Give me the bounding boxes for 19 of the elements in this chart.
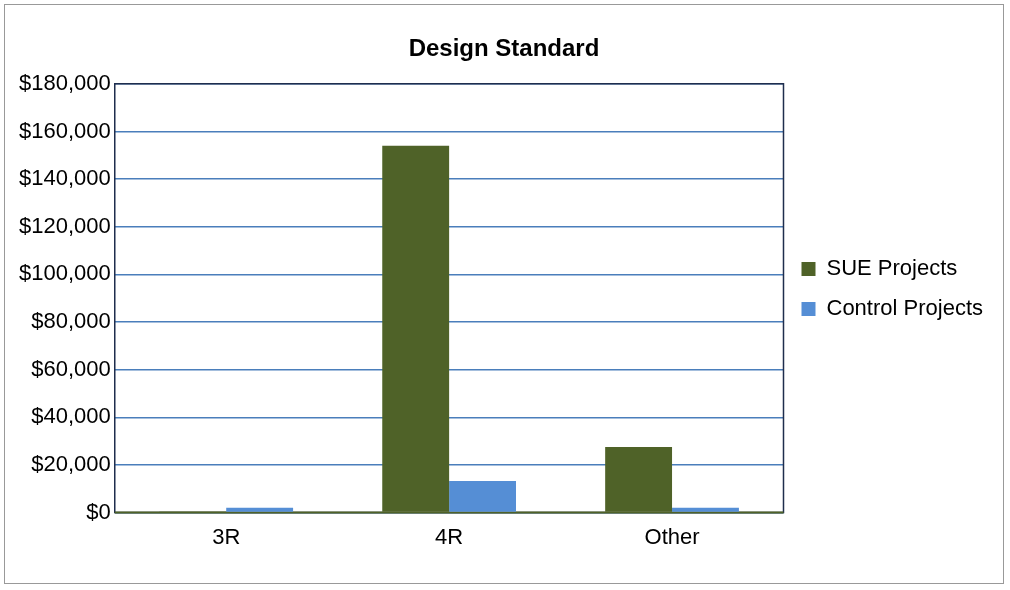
legend-label: SUE Projects xyxy=(826,255,958,281)
x-tick-label: Other xyxy=(644,523,700,549)
y-tick-label: $0 xyxy=(86,498,111,524)
y-tick-label: $80,000 xyxy=(31,308,111,334)
bar xyxy=(672,507,739,512)
bar xyxy=(226,507,294,512)
y-tick-label: $60,000 xyxy=(31,355,111,381)
y-tick-label: $20,000 xyxy=(31,451,111,477)
x-tick-label: 3R xyxy=(212,523,241,549)
x-tick-label: 4R xyxy=(435,523,464,549)
y-tick-label: $120,000 xyxy=(18,212,111,238)
y-tick-label: $160,000 xyxy=(18,117,111,143)
y-tick-label: $180,000 xyxy=(18,69,111,95)
y-tick-label: $100,000 xyxy=(18,260,111,286)
bar xyxy=(449,480,516,512)
chart-title: Design Standard xyxy=(408,34,600,62)
y-tick-label: $140,000 xyxy=(18,165,111,191)
legend-label: Control Projects xyxy=(826,295,984,321)
y-tick-label: $40,000 xyxy=(31,403,111,429)
